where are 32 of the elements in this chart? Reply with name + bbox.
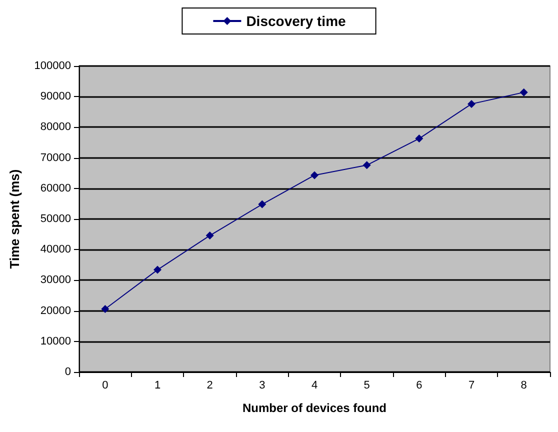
x-axis-title: Number of devices found bbox=[242, 401, 387, 415]
y-tick-label: 90000 bbox=[40, 90, 71, 103]
point bbox=[415, 134, 424, 143]
y-tick-label: 100000 bbox=[34, 60, 71, 72]
y-tick-label: 0 bbox=[64, 366, 71, 378]
point bbox=[362, 161, 371, 170]
point bbox=[310, 171, 318, 180]
point bbox=[206, 232, 214, 240]
y-tick-label: 40000 bbox=[40, 244, 71, 256]
y-tick-label: 70000 bbox=[40, 152, 71, 164]
y-tick-label: 30000 bbox=[40, 274, 71, 286]
x-tick-label: 8 bbox=[520, 380, 527, 392]
y-tick-label: 50000 bbox=[40, 213, 71, 225]
point bbox=[520, 88, 528, 96]
legend-label: Discovery time bbox=[246, 13, 346, 29]
x-tick-label: 6 bbox=[416, 380, 422, 392]
x-tick-label: 3 bbox=[259, 380, 266, 392]
y-tick-label: 80000 bbox=[40, 121, 71, 134]
x-tick-label: 0 bbox=[102, 380, 108, 392]
x-tick-label: 7 bbox=[468, 380, 475, 392]
x-tick-label: 5 bbox=[364, 380, 370, 392]
y-tick-label: 20000 bbox=[40, 304, 71, 317]
y-axis-title: Time spent (ms) bbox=[7, 169, 22, 269]
point bbox=[468, 100, 476, 108]
point bbox=[101, 304, 110, 313]
x-tick-label: 2 bbox=[206, 380, 213, 392]
y-tick-label: 10000 bbox=[40, 335, 71, 348]
x-tick-label: 1 bbox=[154, 380, 161, 392]
y-tick-label: 60000 bbox=[40, 182, 71, 194]
point bbox=[258, 200, 266, 208]
x-tick-label: 4 bbox=[311, 380, 318, 392]
point bbox=[154, 266, 162, 274]
